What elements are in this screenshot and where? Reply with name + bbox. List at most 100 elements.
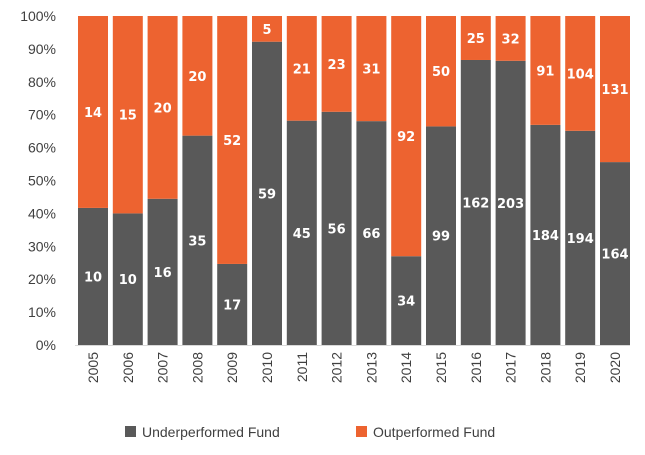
data-label-underperformed: 16 [154, 266, 172, 281]
data-label-outperformed: 32 [502, 32, 520, 47]
data-label-underperformed: 45 [293, 227, 311, 242]
data-label-outperformed: 104 [567, 67, 594, 82]
x-tick-label: 2005 [85, 352, 101, 383]
bar-underperformed-2015 [426, 126, 456, 346]
bar-underperformed-2012 [321, 111, 352, 345]
x-tick-label: 2011 [294, 352, 310, 382]
bar-outperformed-2018 [530, 16, 561, 125]
data-label-outperformed: 20 [188, 70, 206, 85]
x-tick-label: 2012 [329, 352, 345, 383]
bar-underperformed-2019 [565, 130, 596, 345]
y-axis: 0% 10% 20% 30% 40% 50% 60% 70% 80% 90% 100% [20, 8, 56, 353]
legend-label: Outperformed Fund [373, 424, 495, 440]
x-tick-label: 2006 [120, 352, 136, 383]
y-tick-label: 0% [36, 337, 56, 353]
bar-outperformed-2010 [252, 16, 282, 42]
bar-outperformed-2009 [217, 16, 248, 264]
bar-outperformed-2005 [78, 16, 108, 208]
bar-outperformed-2017 [495, 16, 526, 61]
data-label-outperformed: 14 [84, 106, 102, 121]
bar-outperformed-2014 [391, 16, 422, 257]
bar-outperformed-2015 [426, 16, 456, 127]
x-tick-label: 2015 [433, 352, 449, 383]
data-label-outperformed: 15 [119, 109, 137, 124]
bar-underperformed-2011 [286, 120, 317, 345]
x-axis: 2005 2006 2007 2008 2009 2010 2011 2012 2013 2014… [75, 345, 630, 383]
data-label-outperformed: 31 [362, 63, 380, 78]
bar-underperformed-2005 [78, 207, 108, 345]
data-label-underperformed: 35 [188, 234, 206, 249]
data-label-underperformed: 10 [119, 273, 137, 288]
x-tick-label: 2019 [572, 352, 588, 383]
legend: Underperformed Fund Outperformed Fund [125, 424, 495, 440]
bar-outperformed-2013 [356, 16, 387, 122]
y-tick-label: 40% [28, 205, 56, 221]
x-tick-label: 2020 [607, 352, 623, 383]
x-tick-label: 2010 [259, 352, 275, 383]
x-tick-label: 2009 [224, 352, 240, 383]
data-label-underperformed: 59 [258, 187, 276, 202]
data-label-underperformed: 34 [397, 295, 415, 310]
y-tick-label: 20% [28, 271, 56, 287]
data-label-outperformed: 5 [262, 23, 271, 38]
bar-underperformed-2007 [147, 198, 178, 345]
bar-outperformed-2016 [460, 16, 491, 60]
bar-underperformed-2018 [530, 124, 561, 346]
legend-label: Underperformed Fund [142, 424, 280, 440]
data-label-underperformed: 184 [532, 229, 559, 244]
data-label-outperformed: 91 [536, 64, 554, 79]
bar-outperformed-2011 [286, 16, 317, 121]
data-label-outperformed: 21 [293, 62, 311, 77]
bars: 10 14 10 15 16 20 35 20 17 52 59 5 45 21 56 23 66 31 34 92 9… [78, 16, 630, 346]
bar-outperformed-2008 [182, 16, 213, 136]
data-label-underperformed: 164 [601, 248, 628, 263]
data-label-underperformed: 203 [497, 197, 524, 212]
bar-underperformed-2017 [495, 60, 526, 346]
data-label-underperformed: 17 [223, 298, 241, 313]
data-label-outperformed: 23 [328, 58, 346, 73]
y-tick-label: 50% [28, 173, 56, 189]
bar-underperformed-2008 [182, 135, 213, 345]
bar-underperformed-2010 [252, 41, 282, 345]
data-label-outperformed: 92 [397, 130, 415, 145]
bar-underperformed-2014 [391, 256, 422, 345]
x-tick-label: 2008 [189, 352, 205, 383]
x-tick-label: 2014 [398, 352, 414, 383]
bar-underperformed-2020 [600, 162, 630, 345]
y-tick-label: 80% [28, 74, 56, 90]
x-tick-label: 2017 [503, 352, 519, 383]
bar-underperformed-2006 [112, 213, 143, 345]
y-tick-label: 10% [28, 304, 56, 320]
y-tick-label: 100% [20, 8, 56, 24]
data-label-outperformed: 25 [467, 32, 485, 47]
legend-swatch [356, 426, 367, 437]
y-tick-label: 70% [28, 107, 56, 123]
data-label-outperformed: 50 [432, 65, 450, 80]
bar-outperformed-2020 [600, 16, 630, 163]
data-label-outperformed: 52 [223, 134, 241, 149]
y-tick-label: 60% [28, 140, 56, 156]
legend-swatch [125, 426, 136, 437]
data-label-underperformed: 194 [567, 232, 594, 247]
bar-outperformed-2006 [112, 16, 143, 214]
x-tick-label: 2013 [363, 352, 379, 383]
bar-outperformed-2007 [147, 16, 178, 199]
x-tick-label: 2016 [468, 352, 484, 383]
bar-underperformed-2009 [217, 263, 248, 345]
x-tick-label: 2007 [155, 352, 171, 383]
bar-underperformed-2016 [460, 59, 491, 346]
data-label-underperformed: 56 [328, 222, 346, 237]
bar-underperformed-2013 [356, 121, 387, 345]
data-label-underperformed: 66 [362, 227, 380, 242]
y-tick-label: 30% [28, 238, 56, 254]
data-label-outperformed: 131 [601, 83, 628, 98]
data-label-underperformed: 99 [432, 230, 450, 245]
x-tick-label: 2018 [537, 352, 553, 383]
data-label-underperformed: 10 [84, 270, 102, 285]
y-tick-label: 90% [28, 41, 56, 57]
data-label-underperformed: 162 [462, 196, 489, 211]
bar-outperformed-2019 [565, 16, 596, 131]
data-label-outperformed: 20 [154, 101, 172, 116]
bar-outperformed-2012 [321, 16, 352, 112]
